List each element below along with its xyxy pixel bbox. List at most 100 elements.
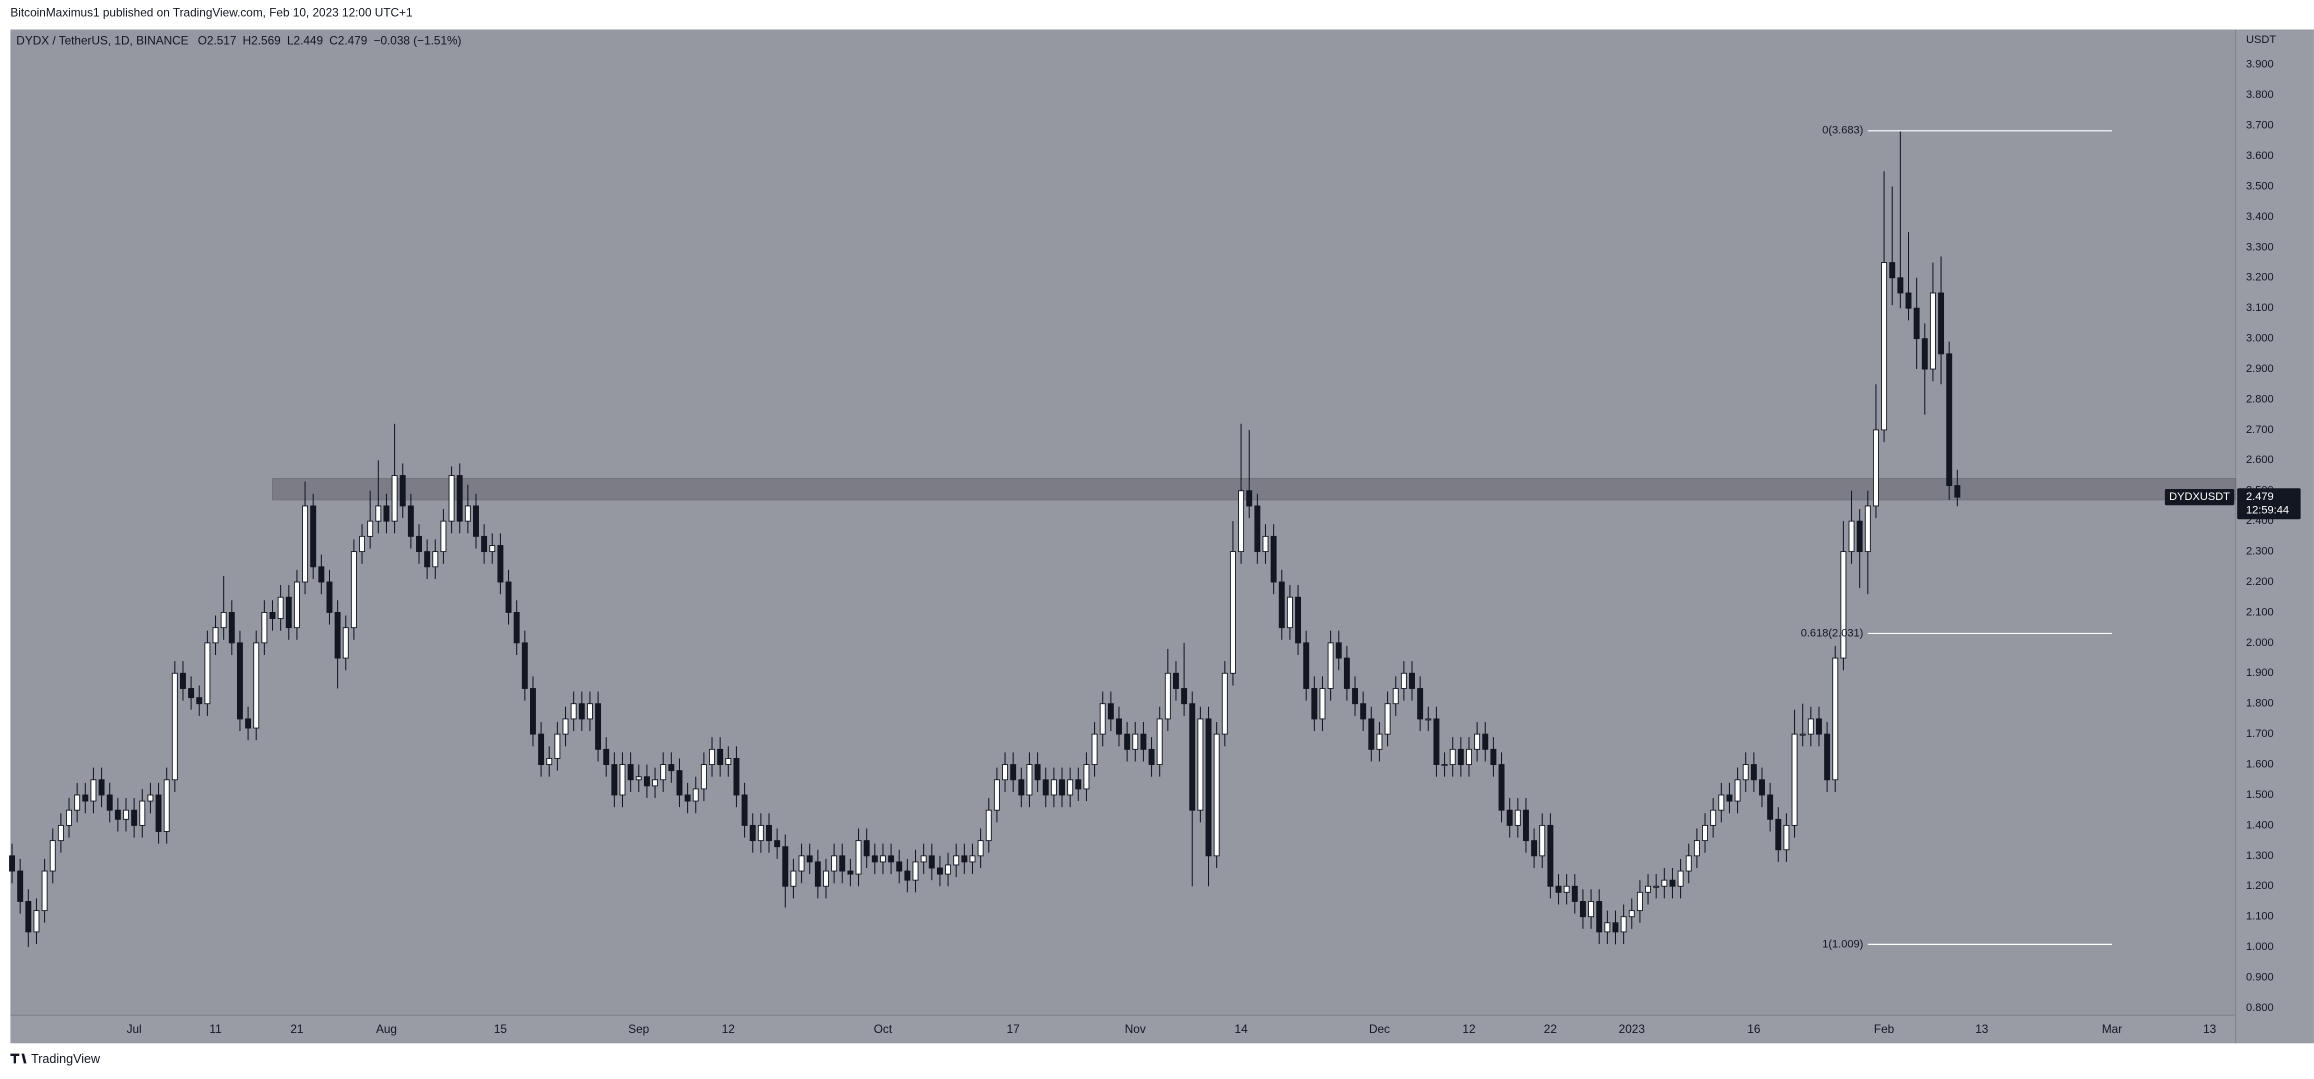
candle-body [1303,642,1310,689]
candle-body [1856,520,1863,553]
legend-value: 2.517 [207,33,237,47]
candle-body [879,855,886,863]
legend-label: C [329,33,338,47]
y-tick-label: 3.200 [2246,272,2274,284]
candle-body [1669,879,1676,887]
candle-body [1099,703,1106,735]
candle-body [17,870,24,902]
x-tick-label: Nov [1125,1022,1146,1036]
candle-body [147,794,154,802]
candle-body [236,642,243,720]
candle-body [749,824,756,842]
candle-body [1791,733,1798,826]
candle-body [1107,703,1114,720]
candle-body [1816,718,1822,735]
price-axis [2235,29,2314,1044]
candle-body [603,748,610,766]
candle-body [66,809,72,826]
candle-body [1522,809,1529,842]
candle-body [359,535,365,553]
candle-body [1799,733,1806,736]
candle-body [82,794,89,802]
candle-body [1636,891,1643,912]
candle-body [1555,885,1562,893]
candle-body [1116,718,1122,735]
candle-body [1156,718,1163,766]
candle-body [1661,879,1668,887]
candle-body [855,840,862,875]
candle-body [1628,910,1635,918]
candle-body [1946,353,1953,487]
candle-body [489,545,496,553]
candle-body [1400,672,1407,689]
candle-body [888,855,895,863]
candle-body [757,824,764,842]
x-tick-label: 2023 [1619,1022,1646,1036]
x-tick-label: 14 [1235,1022,1249,1036]
y-tick-label: 1.300 [2246,850,2274,862]
candle-body [1840,551,1847,659]
candle-body [1563,885,1570,893]
candle-body [375,505,382,522]
x-tick-label: Oct [874,1022,893,1036]
candle-body [529,688,536,735]
legend-value: 2.569 [251,33,281,47]
candle-body [1498,764,1505,811]
candle-body [1417,688,1424,720]
candle-body [399,475,406,507]
candle-body [74,794,81,811]
y-tick-label: 2.900 [2246,363,2274,375]
candle-body [1018,779,1025,796]
ticker-tag [2164,489,2235,506]
candle-body [554,733,561,759]
candle-body [709,748,715,766]
candle-body [155,794,162,832]
candle-body [228,611,235,644]
legend-change: −0.038 (−1.51%) [374,33,462,47]
header-text: BitcoinMaximus1 published on TradingView… [10,5,412,19]
candle-body [904,870,911,881]
candle-body [1189,703,1196,811]
candle-body [1539,824,1546,857]
candle-body [741,794,748,826]
candle-body [1140,733,1147,750]
candle-body [1034,764,1041,781]
candle-body [1864,505,1871,553]
candle-body [1172,672,1179,689]
y-tick-label: 2.700 [2246,424,2274,436]
candle-body [497,545,504,583]
x-tick-label: 22 [1544,1022,1557,1036]
candle-body [139,800,146,826]
candle-body [660,764,667,781]
candle-body [1579,901,1586,918]
candle-body [1783,824,1790,851]
candle-body [302,505,309,583]
candle-body [1490,748,1497,766]
y-tick-label: 3.800 [2246,89,2274,101]
x-tick-label: 21 [290,1022,303,1036]
candle-body [1693,840,1700,857]
candle-body [269,611,276,619]
candle-body [367,520,374,537]
candle-body [1767,794,1774,820]
candle-body [1441,764,1448,767]
candle-body [505,581,512,613]
candle-body [692,788,699,802]
x-tick-label: Mar [2102,1022,2122,1036]
candle-body [1197,718,1204,811]
candle-body [1734,779,1741,802]
x-tick-label: 13 [2203,1022,2217,1036]
candle-body [464,505,471,522]
x-tick-label: 15 [494,1022,508,1036]
candle-body [212,627,219,644]
candle-body [432,551,439,568]
candle-body [310,505,317,568]
candle-body [1775,818,1782,851]
candle-body [57,824,64,842]
candle-body [1311,688,1318,720]
candle-body [1506,809,1513,826]
y-tick-label: 1.600 [2246,758,2274,770]
candle-body [123,809,129,820]
candle-body [1929,292,1936,370]
candle-body [521,642,528,689]
